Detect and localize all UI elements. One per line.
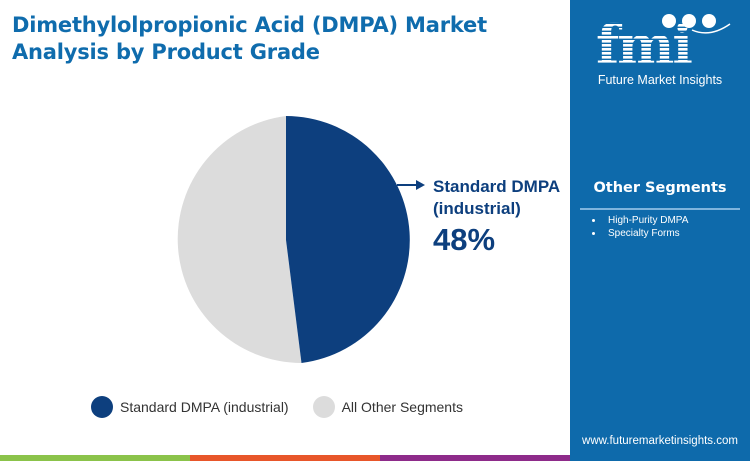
callout-value: 48% [433,222,496,257]
svg-text:fmi: fmi [596,13,692,68]
chart-legend: Standard DMPA (industrial) All Other Seg… [91,396,487,418]
pie-slice-standard-dmpa [286,116,410,363]
list-item-label: High-Purity DMPA [608,215,689,226]
sidebar: fmi Future Market Insights Other Segment… [570,0,750,455]
bar-segment-green [0,455,190,461]
bar-segment-orange [190,455,380,461]
legend-item-other-segments: All Other Segments [312,396,463,418]
callout-arrow-icon [397,180,425,190]
fmi-logo-icon: fmi [596,13,731,68]
callout-label-line-2: (industrial) [433,199,521,218]
list-item: Specialty Forms [592,227,688,240]
website-link[interactable]: www.futuremarketinsights.com [582,435,738,447]
pie-chart [177,116,425,363]
bar-segment-purple [380,455,570,461]
list-item-label: Specialty Forms [608,228,680,239]
pie-slice-other-segments [177,116,302,363]
legend-label: Standard DMPA (industrial) [120,399,289,415]
legend-label: All Other Segments [341,399,463,415]
other-segments-title: Other Segments [593,180,727,196]
callout-label: Standard DMPA (industrial) [433,176,560,220]
legend-item-standard-dmpa: Standard DMPA (industrial) [91,396,289,418]
list-item: High-Purity DMPA [592,214,688,227]
legend-swatch-icon [312,396,335,418]
brand-name: Future Market Insights [597,73,723,87]
legend-swatch-icon [91,396,113,418]
divider [580,208,740,210]
bar-segment-blue [570,455,750,461]
bullet-icon [592,232,595,235]
page-title: Dimethylolpropionic Acid (DMPA) Market A… [12,12,572,66]
title-line-2: Analysis by Product Grade [12,40,320,64]
other-segments-list: High-Purity DMPA Specialty Forms [592,214,688,240]
bullet-icon [592,219,595,222]
callout-label-line-1: Standard DMPA [433,177,561,196]
bottom-color-bar [0,455,750,461]
title-line-1: Dimethylolpropionic Acid (DMPA) Market [12,13,487,37]
